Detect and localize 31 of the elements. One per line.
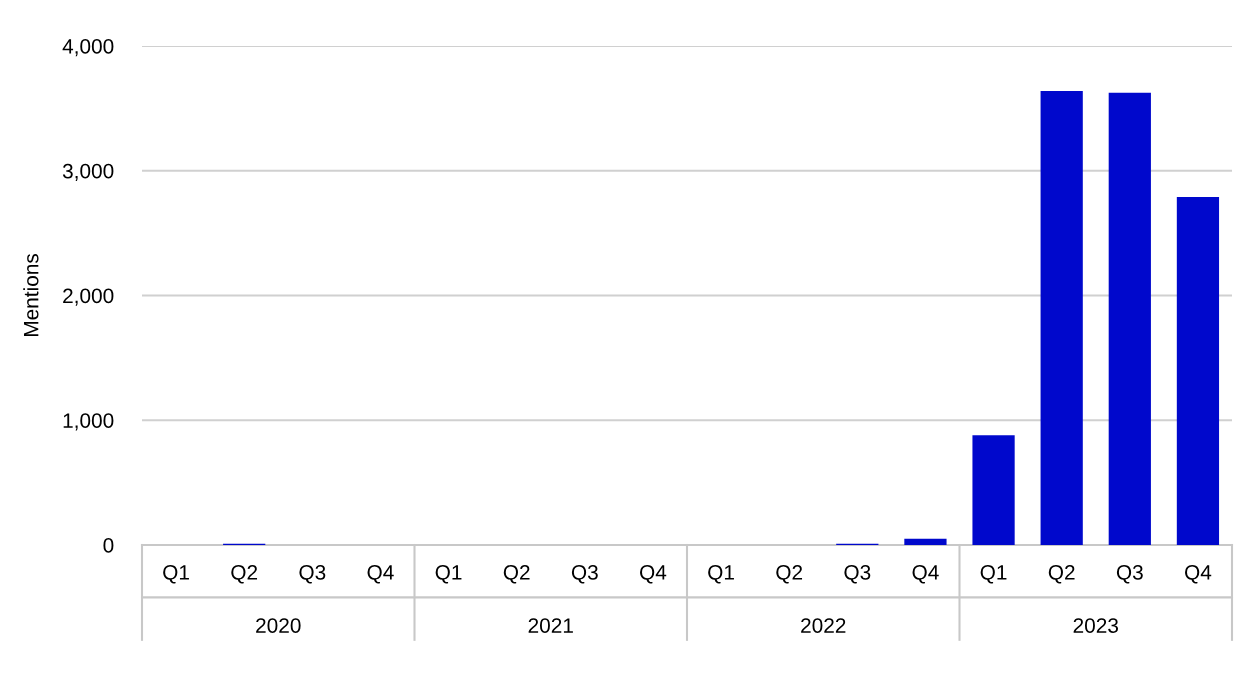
x-tick-label: Q3 <box>1116 564 1143 584</box>
text: 2020 <box>256 618 301 633</box>
x-tick-label: Q3 <box>844 564 871 584</box>
text: 2022 <box>801 618 846 633</box>
x-tick-label: Q4 <box>1185 564 1212 584</box>
y-tick-label: 1,000 <box>63 413 114 431</box>
x-tick-label: Q3 <box>571 564 598 584</box>
x-tick-label: Q2 <box>1048 564 1075 584</box>
x-tick-label: Q4 <box>640 564 667 584</box>
x-tick-label: Q1 <box>435 564 462 584</box>
bar <box>972 435 1015 545</box>
text: 2021 <box>528 618 573 633</box>
y-tick-label: 3,000 <box>62 163 114 181</box>
bar <box>1176 196 1220 545</box>
x-tick-label: Q1 <box>708 564 734 584</box>
text: 2023 <box>1073 618 1119 633</box>
x-tick-label: Q2 <box>503 564 530 584</box>
bar <box>1108 92 1151 545</box>
x-tick-label: Q4 <box>367 564 394 584</box>
x-tick-label: Q1 <box>163 564 189 584</box>
y-axis-title: Mentions <box>23 253 39 337</box>
x-tick-label: Q1 <box>980 564 1007 584</box>
x-tick-label: Q3 <box>299 564 326 584</box>
y-tick-label: 0 <box>103 538 114 553</box>
bar <box>1040 90 1083 545</box>
x-tick-label: Q4 <box>912 564 939 584</box>
y-tick-label: 4,000 <box>62 39 114 57</box>
y-tick-label: 2,000 <box>63 288 114 306</box>
x-tick-label: Q2 <box>776 564 803 584</box>
bar <box>904 538 947 545</box>
x-tick-label: Q2 <box>231 564 258 584</box>
